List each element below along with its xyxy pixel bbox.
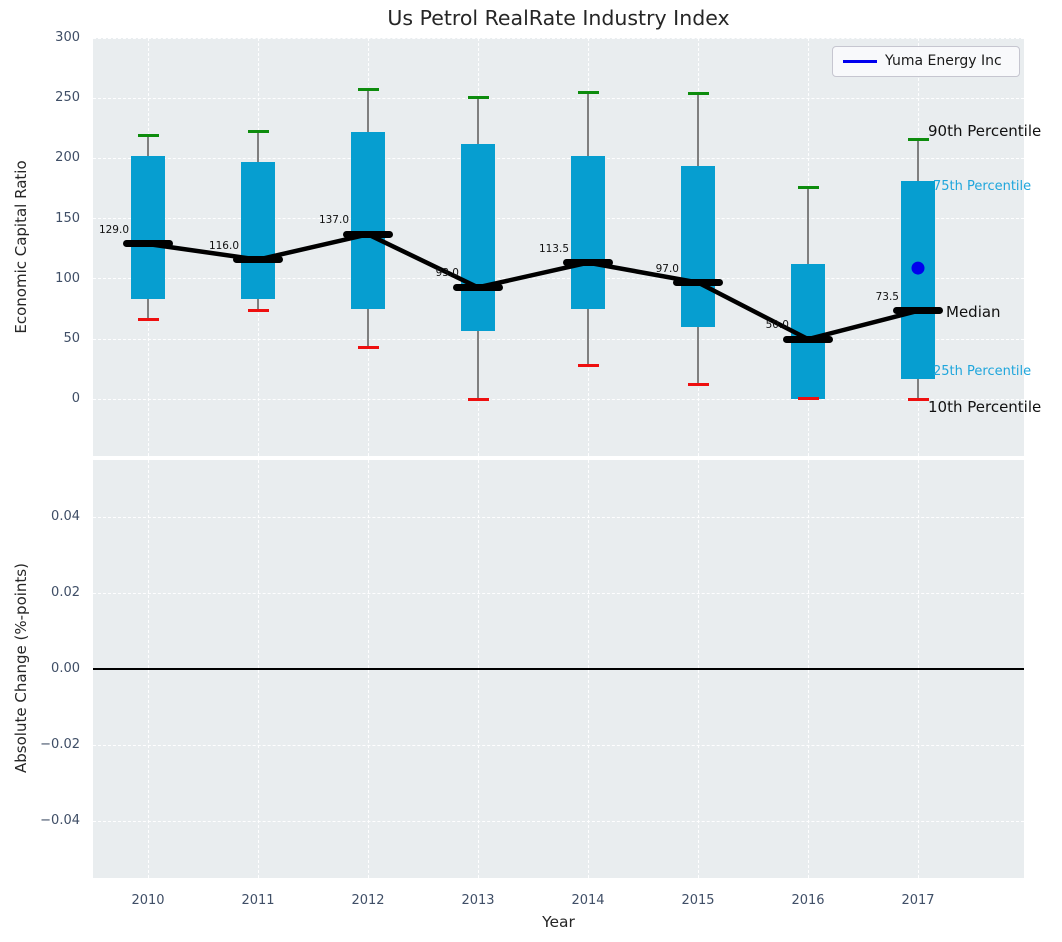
annotation-25th-percentile: 25th Percentile xyxy=(933,364,1032,379)
box-p25-p75 xyxy=(791,264,825,400)
y-tick-label: −0.04 xyxy=(40,813,80,828)
box-p25-p75 xyxy=(681,165,715,328)
y-tick-label: 250 xyxy=(55,90,80,106)
p90-cap xyxy=(467,95,489,99)
y-tick-label: 0.04 xyxy=(51,509,80,524)
y-tick-label: 150 xyxy=(55,210,80,226)
p90-cap xyxy=(357,88,379,92)
annotation-90th-percentile: 90th Percentile xyxy=(928,122,1042,140)
y-tick-label: 0.02 xyxy=(51,585,80,600)
gridline-horizontal xyxy=(93,820,1024,822)
annotation-median: Median xyxy=(946,303,1001,321)
y-tick-label: 50 xyxy=(63,331,80,347)
gridline-horizontal xyxy=(93,37,1024,39)
x-tick-label: 2014 xyxy=(571,893,605,908)
median-bar xyxy=(453,283,503,291)
p90-cap xyxy=(577,90,599,94)
p90-cap xyxy=(247,130,269,134)
gridline-horizontal xyxy=(93,592,1024,594)
p90-cap xyxy=(907,137,929,141)
median-bar xyxy=(123,240,173,248)
median-value-label: 113.5 xyxy=(538,242,569,255)
gridline-horizontal xyxy=(93,744,1024,746)
median-bar xyxy=(783,335,833,343)
legend-box: Yuma Energy Inc xyxy=(832,46,1020,77)
median-value-label: 93.0 xyxy=(435,267,459,280)
y-tick-label: 200 xyxy=(55,150,80,166)
box-p25-p75 xyxy=(901,181,935,379)
x-tick-label: 2013 xyxy=(461,893,495,908)
p10-cap xyxy=(907,397,929,401)
x-tick-label: 2016 xyxy=(791,893,825,908)
box-p25-p75 xyxy=(351,131,385,310)
x-tick-label: 2011 xyxy=(241,893,275,908)
y-tick-label: 300 xyxy=(55,30,80,45)
bottom-plot-area xyxy=(93,460,1024,878)
y-axis-label-top: Economic Capital Ratio xyxy=(12,160,30,334)
y-tick-label: 0.00 xyxy=(51,661,80,676)
median-bar xyxy=(563,259,613,267)
p10-cap xyxy=(137,318,159,322)
p90-cap xyxy=(687,91,709,95)
median-bar xyxy=(233,256,283,264)
p10-cap xyxy=(687,383,709,387)
gridline-horizontal xyxy=(93,278,1024,280)
p10-cap xyxy=(577,364,599,368)
p10-cap xyxy=(467,397,489,401)
median-value-label: 129.0 xyxy=(98,223,129,236)
median-value-label: 137.0 xyxy=(318,214,349,227)
median-value-label: 116.0 xyxy=(208,239,239,252)
legend-line-sample xyxy=(843,60,877,63)
p10-cap xyxy=(357,346,379,350)
gridline-horizontal xyxy=(93,516,1024,518)
median-bar xyxy=(673,279,723,287)
x-tick-label: 2012 xyxy=(351,893,385,908)
gridline-horizontal xyxy=(93,157,1024,159)
median-value-label: 73.5 xyxy=(875,290,899,303)
x-tick-label: 2015 xyxy=(681,893,715,908)
p10-cap xyxy=(247,308,269,312)
gridline-horizontal xyxy=(93,338,1024,340)
x-axis-label: Year xyxy=(542,913,575,931)
annotation-10th-percentile: 10th Percentile xyxy=(928,398,1042,416)
top-plot-area: 129.0 116.0 137.0 93.0 113.5 97.0 50.0 73.5 xyxy=(93,37,1024,456)
box-p25-p75 xyxy=(461,144,495,331)
median-value-label: 97.0 xyxy=(655,262,679,275)
chart-title: Us Petrol RealRate Industry Index xyxy=(387,6,730,30)
gridline-horizontal xyxy=(93,398,1024,400)
median-bar xyxy=(893,307,943,315)
y-tick-label: −0.02 xyxy=(40,737,80,752)
y-tick-label: 0 xyxy=(71,391,80,407)
box-p25-p75 xyxy=(571,156,605,310)
median-value-label: 50.0 xyxy=(765,319,789,332)
annotation-75th-percentile: 75th Percentile xyxy=(933,179,1032,194)
p90-cap xyxy=(797,185,819,189)
median-bar xyxy=(343,230,393,238)
p10-cap xyxy=(797,396,819,400)
y-tick-label: 100 xyxy=(55,270,80,286)
legend-label: Yuma Energy Inc xyxy=(885,53,1002,69)
zero-change-line xyxy=(93,668,1024,670)
x-tick-label: 2010 xyxy=(131,893,165,908)
box-p25-p75 xyxy=(241,162,275,300)
gridline-horizontal xyxy=(93,218,1024,220)
box-p25-p75 xyxy=(131,156,165,300)
gridline-horizontal xyxy=(93,97,1024,99)
x-tick-label: 2017 xyxy=(901,893,935,908)
p90-cap xyxy=(137,134,159,138)
